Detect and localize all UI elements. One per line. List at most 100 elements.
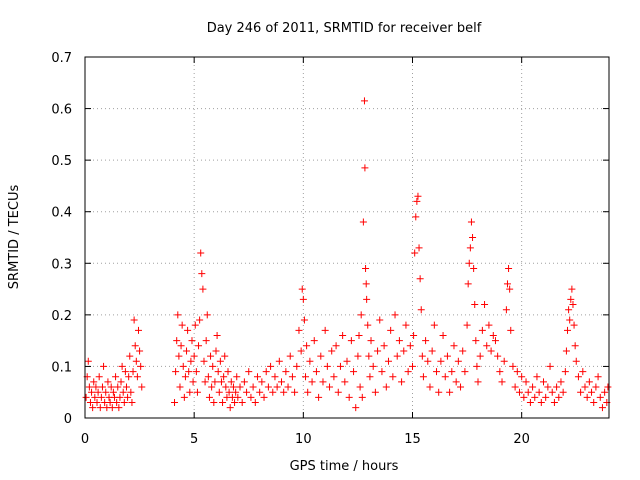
y-tick-label: 0.4 [51,206,72,221]
data-point [137,362,145,370]
data-point [269,388,277,396]
data-point [86,399,94,407]
data-point [233,373,241,381]
data-point [297,347,305,355]
data-point [171,399,179,407]
data-point [583,393,591,401]
data-point [180,393,188,401]
data-point [457,383,465,391]
data-point [191,321,199,329]
data-point [251,399,259,407]
data-point [577,388,585,396]
y-tick-labels: 0 0.1 0.2 0.3 0.4 0.5 0.6 0.7 [51,51,72,427]
chart-title: Day 246 of 2011, SRMTID for receiver bel… [207,21,482,36]
data-point [389,373,397,381]
data-point [286,352,294,360]
data-point [212,347,220,355]
data-point [197,249,205,257]
y-axis-label: SRMTID / TECUs [7,185,22,290]
data-point [90,378,98,386]
data-point [450,342,458,350]
data-point [496,368,504,376]
data-point [446,388,454,396]
data-point [295,326,303,334]
data-point [406,342,414,350]
data-point [433,368,441,376]
data-point [362,280,370,288]
data-point [463,321,471,329]
data-point [109,388,117,396]
y-tick-label: 0.6 [51,103,72,118]
x-axis-label: GPS time / hours [290,459,399,474]
data-point [414,192,422,200]
data-point [84,357,92,365]
x-tick-labels: 0 5 10 15 20 [81,432,530,447]
x-tick-label: 0 [81,432,89,447]
data-point [366,373,374,381]
data-point [410,331,418,339]
data-point [121,368,129,376]
data-point [129,368,137,376]
data-point [509,362,517,370]
data-point [227,378,235,386]
data-point [288,373,296,381]
data-point [546,362,554,370]
data-point [88,388,96,396]
y-tick-label: 0.7 [51,51,72,66]
data-point [304,388,312,396]
data-point [93,399,101,407]
data-point [224,368,232,376]
data-point [284,383,292,391]
data-point [326,383,334,391]
data-point [177,342,185,350]
data-point [181,373,189,381]
data-point [572,357,580,365]
data-point [592,383,600,391]
data-point [518,373,526,381]
y-tick-label: 0.1 [51,360,72,375]
data-point [186,388,194,396]
data-point [245,368,253,376]
data-point [400,347,408,355]
data-point [581,383,589,391]
plot-frame [84,56,610,419]
data-point [570,321,578,329]
data-point [378,368,386,376]
data-point [106,399,114,407]
data-point [249,383,257,391]
data-point [343,357,351,365]
data-point [511,383,519,391]
data-point [253,373,261,381]
data-point [515,388,523,396]
data-point [136,347,144,355]
data-point [202,337,210,345]
data-point [411,249,419,257]
data-point [134,326,142,334]
data-point [278,378,285,386]
data-point [100,362,108,370]
data-point [489,331,497,339]
data-point [221,352,229,360]
data-point [133,373,141,381]
data-point [216,357,224,365]
data-point [569,301,577,309]
y-tick-label: 0.2 [51,309,72,324]
data-point [112,373,120,381]
data-point [579,368,587,376]
data-point [357,311,365,319]
data-point [367,337,375,345]
data-point [315,393,323,401]
data-point [409,362,416,370]
data-point [350,368,358,376]
data-point [308,378,316,386]
grid-lines [85,57,609,418]
data-point [382,383,390,391]
data-point [187,357,195,365]
data-point [555,393,563,401]
data-point [467,218,475,226]
data-point [262,368,270,376]
data-point [365,352,373,360]
data-point [561,368,569,376]
data-point [175,352,183,360]
data-point [258,378,266,386]
